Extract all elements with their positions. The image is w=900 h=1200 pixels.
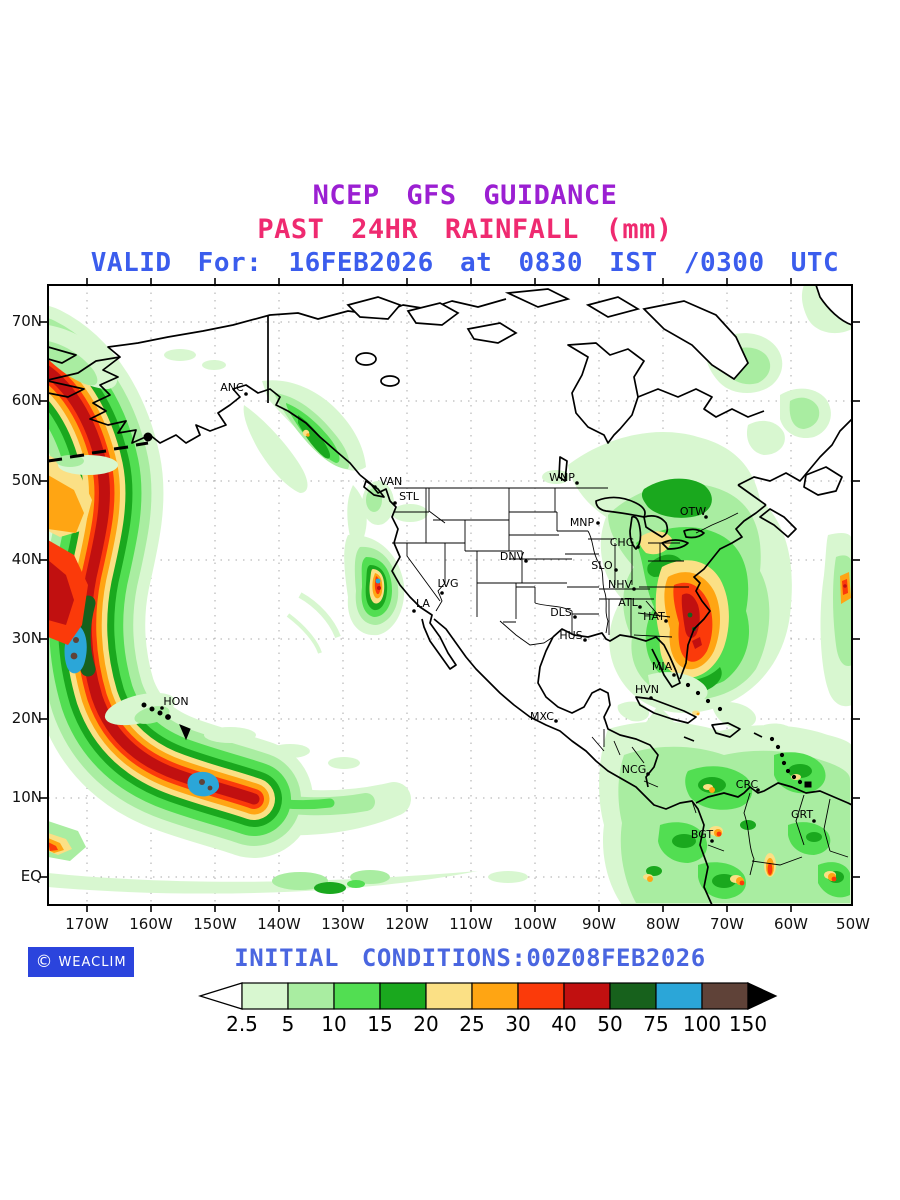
lon-label-50w: 50W xyxy=(836,915,870,933)
lon-label-170w: 170W xyxy=(65,915,109,933)
map-canvas: ANC VAN STL WNP MNP CHG SLO DNV LVG LA D… xyxy=(40,278,860,912)
city-label: HON xyxy=(163,695,188,708)
lon-label-150w: 150W xyxy=(193,915,237,933)
lat-label-70n: 70N xyxy=(11,312,42,330)
logo-text: WEACLIM xyxy=(58,954,127,970)
legend-tick: 2.5 xyxy=(226,1012,258,1036)
weaclim-logo: © WEACLIM xyxy=(28,947,134,977)
city-label: MXC xyxy=(530,710,554,723)
legend-tick: 10 xyxy=(321,1012,347,1036)
lon-label-80w: 80W xyxy=(646,915,680,933)
legend-tick: 75 xyxy=(643,1012,669,1036)
lat-label-60n: 60N xyxy=(11,391,42,409)
legend-tick: 5 xyxy=(281,1012,295,1036)
legend-tick: 40 xyxy=(551,1012,577,1036)
legend-tick: 50 xyxy=(597,1012,623,1036)
city-label: LA xyxy=(416,597,430,610)
page-subtitle: PAST 24HR RAINFALL (mm) xyxy=(257,214,673,245)
city-label: HVN xyxy=(635,683,659,696)
city-label: GRT xyxy=(791,808,813,821)
city-label: WNP xyxy=(549,471,575,484)
city-label: MIA xyxy=(652,660,673,673)
lon-label-60w: 60W xyxy=(774,915,808,933)
page-title: NCEP GFS GUIDANCE xyxy=(312,180,618,211)
legend-cell xyxy=(333,982,381,1010)
lat-label-30n: 30N xyxy=(11,629,42,647)
lat-label-eq: EQ xyxy=(20,867,42,885)
city-label: DLS xyxy=(550,606,572,619)
copyright-icon: © xyxy=(35,951,53,972)
lat-label-10n: 10N xyxy=(11,788,42,806)
legend-over-arrow xyxy=(747,982,778,1010)
city-label: CHG xyxy=(610,536,634,549)
legend-cell xyxy=(655,982,703,1010)
lat-label-20n: 20N xyxy=(11,709,42,727)
state-borders xyxy=(392,487,849,876)
legend-cell xyxy=(241,982,289,1010)
city-label: LVG xyxy=(438,577,459,590)
legend-under-arrow xyxy=(197,982,243,1010)
map-frame xyxy=(40,278,860,912)
legend-cell xyxy=(701,982,749,1010)
rainfall-shading xyxy=(48,285,852,905)
legend-tick: 30 xyxy=(505,1012,531,1036)
lat-label-40n: 40N xyxy=(11,550,42,568)
legend-cell xyxy=(425,982,473,1010)
city-label: STL xyxy=(399,490,420,503)
lon-label-120w: 120W xyxy=(385,915,429,933)
city-label: NHV xyxy=(608,578,633,591)
legend-tick: 100 xyxy=(682,1012,722,1036)
city-label: DNV xyxy=(500,550,525,563)
legend-tick: 150 xyxy=(728,1012,768,1036)
lon-label-70w: 70W xyxy=(710,915,744,933)
lon-label-90w: 90W xyxy=(582,915,616,933)
city-label: ANC xyxy=(220,381,244,394)
city-label: NCG xyxy=(622,763,646,776)
city-label: BGT xyxy=(691,828,713,841)
lon-label-130w: 130W xyxy=(321,915,365,933)
lat-label-50n: 50N xyxy=(11,471,42,489)
valid-time-label: VALID For: 16FEB2026 at 0830 IST /0300 U… xyxy=(90,248,840,278)
legend-cell xyxy=(517,982,565,1010)
legend-cell xyxy=(563,982,611,1010)
city-label: MNP xyxy=(570,516,595,529)
legend-cell xyxy=(471,982,519,1010)
lon-label-110w: 110W xyxy=(449,915,493,933)
city-label: VAN xyxy=(380,475,403,488)
legend-cell xyxy=(379,982,427,1010)
lon-label-160w: 160W xyxy=(129,915,173,933)
map-area: ANC VAN STL WNP MNP CHG SLO DNV LVG LA D… xyxy=(36,273,864,917)
city-label: HUS xyxy=(559,629,582,642)
city-label: OTW xyxy=(680,505,706,518)
city-label: ATL xyxy=(618,596,638,609)
city-markers: ANC VAN STL WNP MNP CHG SLO DNV LVG LA D… xyxy=(160,381,816,843)
legend-tick: 20 xyxy=(413,1012,439,1036)
legend-tick: 15 xyxy=(367,1012,393,1036)
rainfall-color-scale xyxy=(197,980,778,1012)
city-label: SLO xyxy=(591,559,613,572)
city-label: CRC xyxy=(736,778,759,791)
legend-cell xyxy=(609,982,657,1010)
arctic-islands xyxy=(141,288,812,788)
initial-conditions-label: INITIAL CONDITIONS:00Z08FEB2026 xyxy=(234,944,706,972)
legend-tick: 25 xyxy=(459,1012,485,1036)
city-label: HAT xyxy=(643,610,665,623)
legend-cell xyxy=(287,982,335,1010)
lon-label-100w: 100W xyxy=(513,915,557,933)
lon-label-140w: 140W xyxy=(257,915,301,933)
